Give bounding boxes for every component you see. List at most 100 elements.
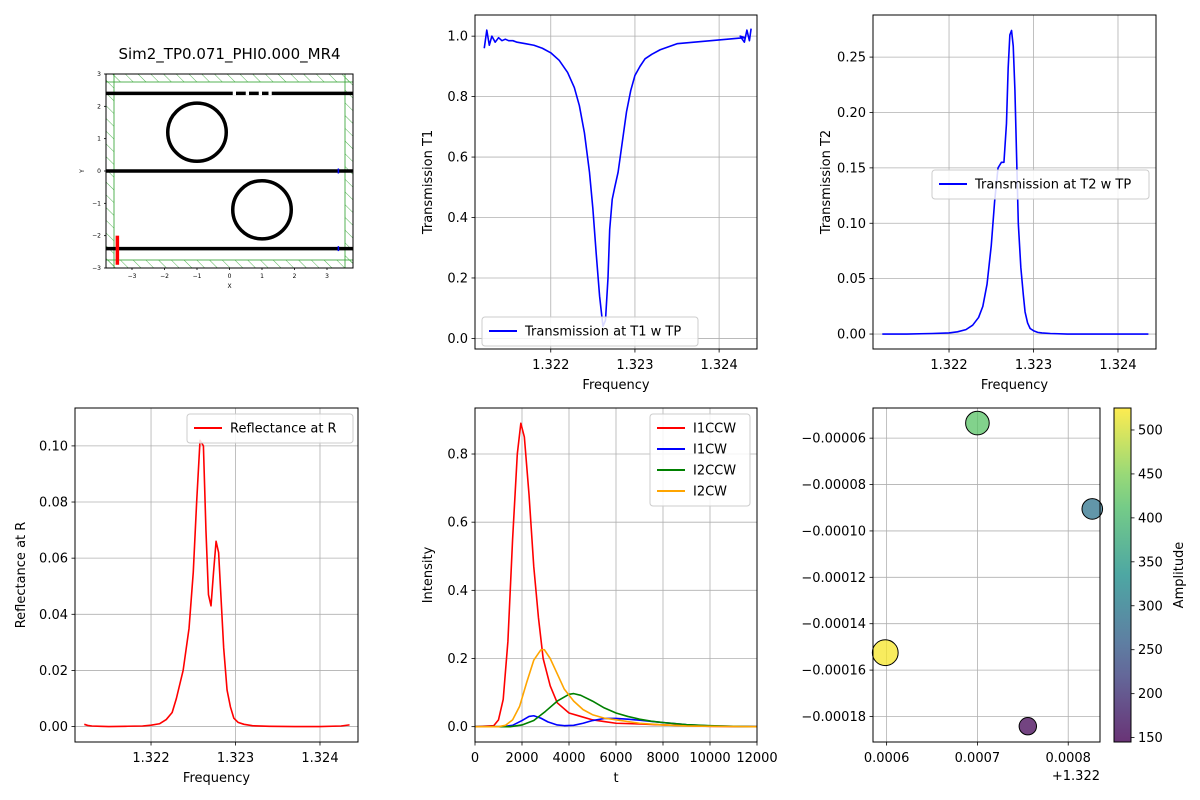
x-axis-label: Frequency — [582, 378, 649, 393]
scatter-point — [871, 639, 899, 667]
legend: Transmission at T2 w TP — [931, 169, 1150, 200]
y-tick-label: 0.02 — [39, 664, 68, 679]
chart-scatter: 0.0006 0.0007 0.0008 −0.00018 −0.00016 −0.000… — [801, 407, 1187, 784]
y-tick-label: 0.05 — [837, 272, 866, 287]
x-tick-label: 1.324 — [701, 358, 738, 373]
chart-intensity: 0 2000 4000 6000 8000 10000 12000 0.0 0.2 0.4 0.6 0… — [421, 407, 778, 786]
y-tick-label: 0.00 — [39, 720, 68, 735]
x-tick-label: 1.322 — [132, 751, 169, 766]
axes-frame — [872, 14, 1157, 350]
axes-frame — [872, 407, 1101, 743]
x-tick-label: 1.323 — [616, 358, 653, 373]
x-tick-label: −2 — [160, 273, 169, 280]
y-tick-label: 0.4 — [447, 211, 468, 226]
y-tick-label: −0.00012 — [801, 571, 866, 586]
y-axis-label: Y — [79, 169, 86, 174]
colorbar-tick-label: 400 — [1138, 511, 1163, 526]
y-axis-label: Transmission T2 — [819, 130, 834, 235]
y-tick-label: 0.6 — [447, 151, 468, 166]
scatter-point — [965, 410, 990, 436]
y-tick-label: 0.10 — [39, 439, 68, 454]
y-tick-label: 0.06 — [39, 552, 68, 567]
y-tick-label: 0.2 — [447, 271, 468, 286]
series-line-reflectance-at-r — [84, 439, 350, 728]
microring — [231, 178, 293, 241]
y-tick-label: 0 — [97, 168, 101, 175]
colorbar — [1113, 407, 1132, 743]
y-tick-label: 0.10 — [837, 217, 866, 232]
chart-t1: 1.322 1.323 1.324 0.0 0.2 0.4 0.6 0.8 1.0 Frequen… — [421, 14, 758, 393]
x-tick-label: −3 — [128, 273, 137, 280]
y-tick-label: 0.8 — [447, 90, 468, 105]
axes-frame — [105, 73, 354, 269]
series-line-i2ccw — [475, 692, 757, 728]
x-axis-label: t — [613, 771, 618, 786]
chart-t2: 1.322 1.323 1.324 0.00 0.05 0.10 0.15 0.20 0.25 F… — [819, 14, 1157, 393]
y-tick-label: −0.00010 — [801, 524, 866, 539]
x-tick-label: 0.0008 — [1045, 751, 1091, 766]
y-tick-label: 1.0 — [447, 30, 468, 45]
legend-box — [481, 316, 699, 347]
series-line-transmission-at-t2-w-tp — [882, 29, 1149, 335]
x-tick-label: 4000 — [552, 751, 585, 766]
microring — [166, 101, 228, 164]
series-group — [475, 422, 757, 728]
y-tick-label: 0.8 — [447, 448, 468, 463]
x-tick-label: 1.323 — [217, 751, 254, 766]
x-tick-label: 0.0007 — [955, 751, 1001, 766]
pml-top — [105, 73, 354, 83]
y-tick-label: 0.20 — [837, 106, 866, 121]
legend-label: I1CCW — [693, 422, 736, 437]
x-tick-label: 12000 — [736, 751, 777, 766]
y-tick-label: 0.4 — [447, 584, 468, 599]
x-tick-label: 3 — [325, 273, 329, 280]
x-tick-label: 1 — [260, 273, 264, 280]
x-axis-label: Frequency — [183, 771, 250, 786]
axes-frame — [74, 407, 359, 743]
legend-box — [931, 169, 1150, 200]
x-tick-label: 2 — [293, 273, 297, 280]
y-tick-label: 3 — [97, 71, 101, 78]
colorbar-tick-label: 200 — [1138, 687, 1163, 702]
y-tick-label: −0.00006 — [801, 432, 866, 447]
legend-box — [186, 413, 354, 444]
y-tick-label: −0.00008 — [801, 478, 866, 493]
y-tick-label: 0.0 — [447, 332, 468, 347]
y-axis-label: Intensity — [421, 546, 436, 603]
colorbar-tick-label: 500 — [1138, 423, 1163, 438]
colorbar-label: Amplitude — [1172, 542, 1187, 609]
y-tick-label: −2 — [92, 233, 101, 240]
x-tick-label: −1 — [193, 273, 202, 280]
y-tick-label: −0.00014 — [801, 617, 866, 632]
y-tick-label: −1 — [92, 200, 101, 207]
y-tick-label: 0.2 — [447, 652, 468, 667]
y-tick-label: 2 — [97, 103, 101, 110]
x-tick-label: 0.0006 — [864, 751, 910, 766]
y-tick-label: 0.08 — [39, 496, 68, 511]
x-tick-label: 0 — [471, 751, 479, 766]
y-axis-label: Transmission T1 — [421, 130, 436, 235]
x-tick-label: 8000 — [646, 751, 679, 766]
colorbar-tick-label: 150 — [1138, 731, 1163, 746]
legend-label: I2CCW — [693, 464, 736, 479]
y-tick-label: −0.00018 — [801, 710, 866, 725]
legend-label: Transmission at T1 w TP — [524, 325, 681, 340]
x-axis-label: Frequency — [981, 378, 1048, 393]
x-tick-label: 10000 — [689, 751, 730, 766]
axes-frame — [474, 407, 758, 743]
scatter-point — [1018, 717, 1038, 736]
y-tick-label: 0.15 — [837, 161, 866, 176]
y-tick-label: 1 — [97, 136, 101, 143]
legend-box — [649, 413, 751, 507]
chart-layout: −3 −2 −1 0 1 2 3 −3 −2 −1 0 1 2 3 X Y Sim2_TP0.071_PHI0.… — [79, 45, 354, 290]
y-axis-label: Reflectance at R — [14, 522, 29, 629]
y-tick-label: −3 — [92, 265, 101, 272]
legend-label: I2CW — [693, 485, 727, 500]
pml-bottom — [105, 259, 354, 269]
colorbar-tick-label: 250 — [1138, 643, 1163, 658]
x-tick-label: 1.322 — [930, 358, 967, 373]
chart-refl: 1.322 1.323 1.324 0.00 0.02 0.04 0.06 0.08 0.10 F… — [14, 407, 359, 786]
series-line-i2cw — [475, 648, 757, 728]
